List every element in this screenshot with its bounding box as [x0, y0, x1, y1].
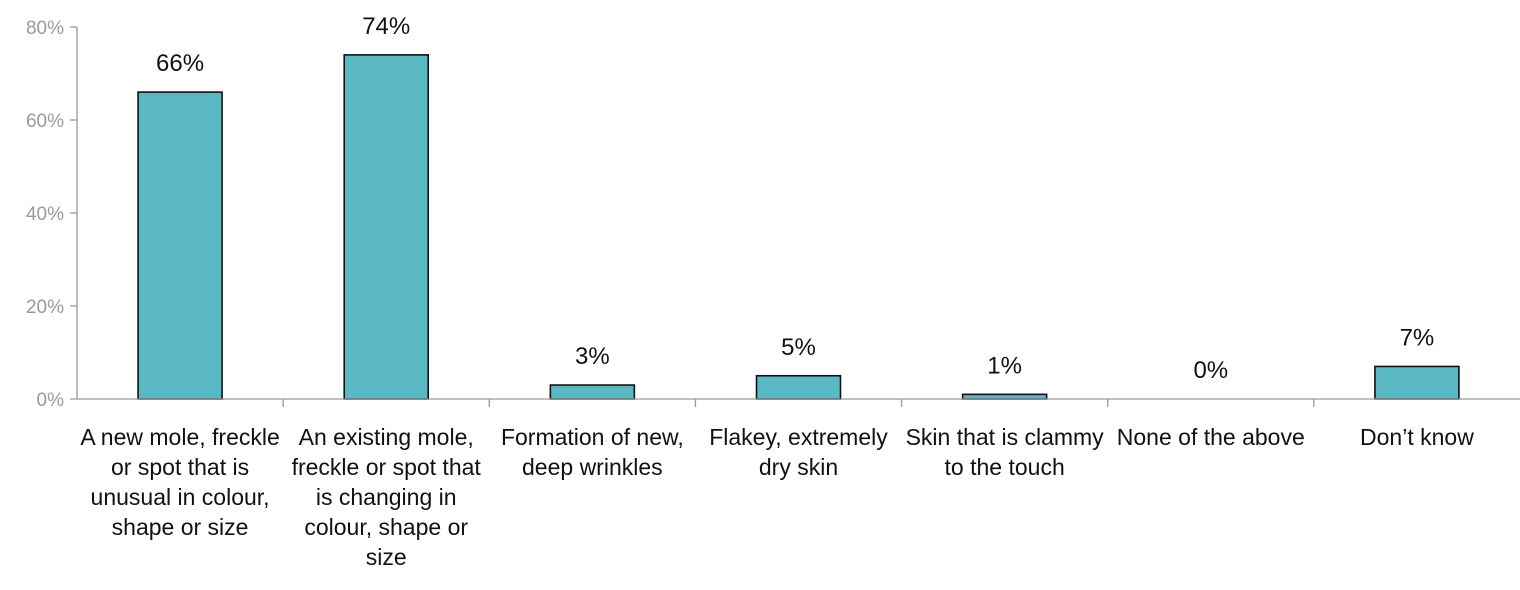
x-tick-label: Skin that is clammy to the touch	[905, 424, 1104, 480]
x-tick-label: Flakey, extremely dry skin	[709, 424, 888, 480]
y-tick-label: 60%	[26, 111, 64, 132]
data-label: 7%	[1400, 324, 1435, 351]
y-tick-label: 0%	[37, 390, 65, 411]
bar	[1374, 365, 1460, 400]
data-label: 1%	[987, 352, 1022, 379]
bar	[343, 54, 430, 400]
data-labels: 66% 74% 3% 5% 1% 0% 7%	[156, 13, 1434, 384]
bar	[137, 91, 223, 400]
y-tick-label: 40%	[26, 204, 64, 225]
bar	[755, 374, 842, 400]
x-tick-label: A new mole, freckle or spot that is unus…	[80, 424, 280, 540]
y-axis: 0% 20% 40% 60% 80%	[26, 18, 78, 411]
x-tick-label: Formation of new, deep wrinkles	[500, 424, 684, 480]
data-label: 3%	[575, 343, 610, 370]
y-tick-label: 80%	[26, 18, 64, 39]
x-tick-label: None of the above	[1116, 424, 1305, 450]
x-axis	[77, 398, 1520, 407]
bar	[549, 384, 636, 400]
data-label: 74%	[362, 13, 410, 40]
bar	[961, 393, 1048, 400]
x-tick-label: Don’t know	[1360, 424, 1474, 450]
data-label: 0%	[1193, 357, 1228, 384]
data-label: 5%	[781, 334, 816, 361]
x-tick-label: An existing mole, freckle or spot that i…	[291, 424, 481, 570]
y-tick-label: 20%	[26, 297, 64, 318]
data-label: 66%	[156, 50, 204, 77]
